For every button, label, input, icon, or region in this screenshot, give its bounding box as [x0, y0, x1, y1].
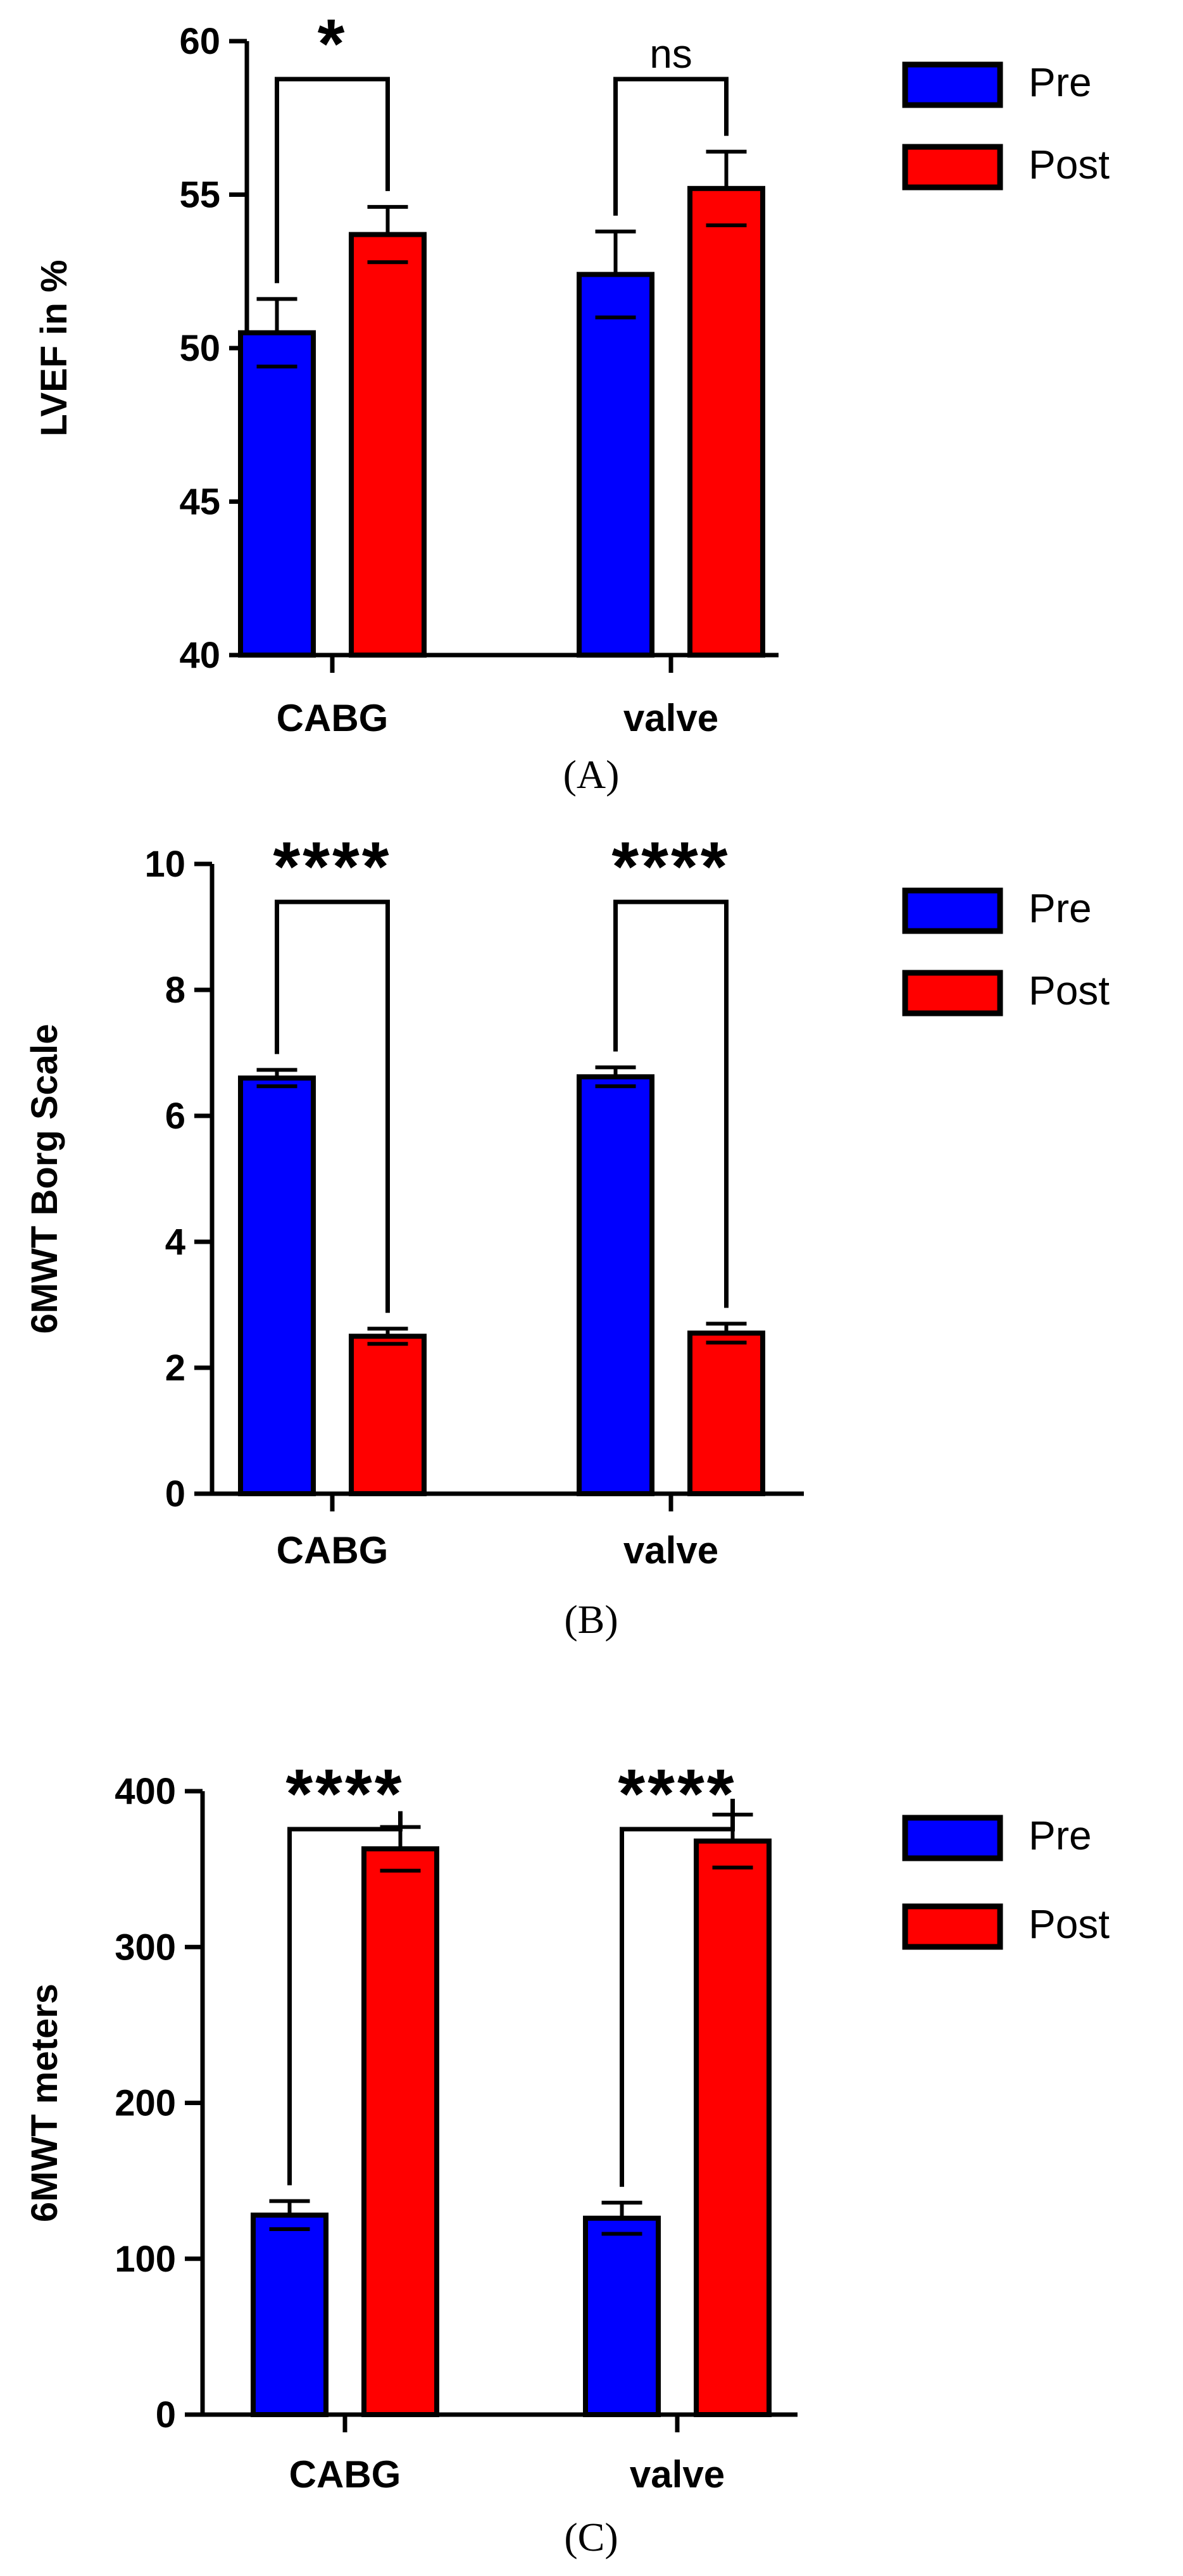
- y-tick-label: 45: [179, 482, 220, 523]
- significance-label: *: [318, 5, 347, 83]
- legend-label-pre: Pre: [1029, 885, 1092, 931]
- bar-post: [349, 232, 427, 658]
- chart-c: 0 100 200 300 400 6MWT meters CABG **** valve ***…: [24, 1755, 1110, 2560]
- bar-post: [687, 185, 765, 658]
- y-axis-label: 6MWT meters: [24, 1984, 65, 2222]
- significance-label: ****: [611, 828, 730, 906]
- y-tick-label: 400: [115, 1771, 176, 1812]
- significance-label: ****: [618, 1755, 736, 1833]
- significance-bracket: [613, 899, 729, 1308]
- bar-pre: [251, 2212, 329, 2417]
- y-axis-label: 6MWT Borg Scale: [24, 1024, 65, 1334]
- x-tick-label: valve: [623, 1529, 718, 1572]
- significance-bracket: [275, 899, 390, 1313]
- x-tick-label: valve: [630, 2453, 725, 2496]
- chart-b: 0 2 4 6 8 10 6MWT Borg Scale CABG **** valve **** P…: [24, 828, 1110, 1642]
- legend-swatch-post: [902, 970, 1003, 1016]
- legend-label-pre: Pre: [1029, 1813, 1092, 1858]
- bar-pre: [583, 2215, 661, 2417]
- y-tick-label: 60: [179, 21, 220, 62]
- bar-pre: [238, 330, 316, 658]
- y-tick-label: 200: [115, 2083, 176, 2124]
- significance-label: ns: [649, 31, 692, 77]
- x-tick-label: CABG: [277, 1529, 389, 1572]
- legend-swatch-pre: [902, 61, 1003, 108]
- significance-bracket: [275, 77, 390, 284]
- bar-post: [687, 1330, 765, 1497]
- y-tick-label: 40: [179, 635, 220, 676]
- legend-swatch-pre: [902, 1815, 1003, 1861]
- x-tick-label: valve: [623, 697, 718, 739]
- bar-pre: [577, 1074, 654, 1496]
- y-tick-label: 8: [165, 970, 185, 1011]
- y-tick-label: 2: [165, 1347, 185, 1389]
- y-tick-label: 6: [165, 1096, 185, 1137]
- panel-caption: (C): [564, 2515, 618, 2560]
- bar-post: [361, 1846, 439, 2418]
- legend-label-post: Post: [1029, 142, 1110, 187]
- legend-swatch-pre: [902, 887, 1003, 934]
- y-tick-label: 50: [179, 328, 220, 369]
- legend-label-pre: Pre: [1029, 59, 1092, 105]
- significance-bracket: [287, 1811, 403, 2185]
- significance-label: ****: [273, 828, 391, 906]
- panel-c: 0 100 200 300 400 6MWT meters CABG **** valve ***…: [0, 1690, 1183, 2573]
- panel-a: 40 45 50 55 60 LVEF in % CABG * valve ns Pre Post (A…: [0, 0, 1183, 816]
- y-tick-label: 10: [144, 844, 185, 885]
- significance-bracket: [613, 77, 729, 216]
- panel-caption: (A): [563, 752, 620, 797]
- panel-caption: (B): [564, 1597, 618, 1642]
- legend-label-post: Post: [1029, 968, 1110, 1013]
- y-tick-label: 300: [115, 1927, 176, 1968]
- legend-swatch-post: [902, 144, 1003, 191]
- x-tick-label: CABG: [277, 697, 389, 739]
- y-tick-label: 0: [156, 2394, 176, 2435]
- bar-post: [694, 1838, 772, 2418]
- legend-swatch-post: [902, 1903, 1003, 1950]
- legend-label-post: Post: [1029, 1901, 1110, 1947]
- x-tick-label: CABG: [289, 2453, 401, 2496]
- y-tick-label: 55: [179, 175, 220, 216]
- panel-b: 0 2 4 6 8 10 6MWT Borg Scale CABG **** valve **** P…: [0, 816, 1183, 1690]
- bar-pre: [577, 272, 654, 658]
- y-tick-label: 0: [165, 1473, 185, 1515]
- y-axis-label: LVEF in %: [34, 259, 75, 436]
- significance-label: ****: [285, 1755, 404, 1833]
- bar-pre: [238, 1075, 316, 1496]
- significance-bracket: [620, 1798, 735, 2187]
- bar-post: [349, 1334, 427, 1496]
- y-tick-label: 100: [115, 2239, 176, 2280]
- chart-a: 40 45 50 55 60 LVEF in % CABG * valve ns Pre Post (A…: [34, 5, 1110, 797]
- y-tick-label: 4: [165, 1222, 185, 1263]
